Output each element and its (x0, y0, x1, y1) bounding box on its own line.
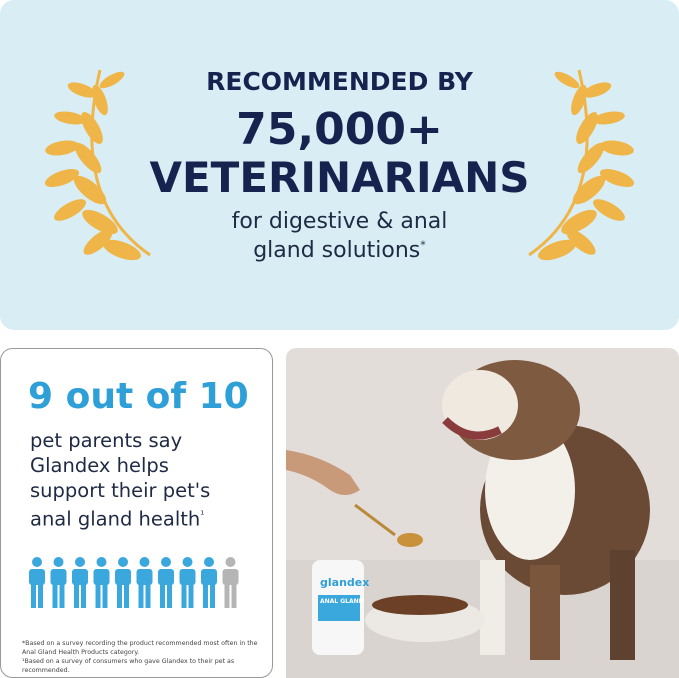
banner-line5-row: gland solutions* (0, 238, 679, 263)
stat-line-row: anal gland health¹ (30, 503, 210, 532)
banner-line2: 75,000+ (236, 104, 443, 155)
stat-line: support their pet's (30, 479, 211, 502)
banner-mark: * (420, 238, 426, 252)
product-brand: glandex (320, 576, 370, 589)
banner-line5: gland solutions (253, 238, 421, 263)
stat-line: anal gland health (30, 507, 201, 531)
stat-text: pet parents say Glandex helps support th… (30, 428, 210, 532)
people-icons (29, 557, 239, 608)
banner-line1: RECOMMENDED BY (206, 67, 473, 96)
banner-line4: for digestive & anal (231, 209, 448, 234)
banner-line3: VETERINARIANS (149, 153, 530, 202)
photo (286, 348, 679, 678)
banner-bg (0, 0, 679, 330)
stat-line: Glandex helps (30, 454, 169, 477)
stat-mark: ¹ (200, 510, 205, 521)
stat-headline: 9 out of 10 (28, 376, 249, 417)
footnote: ¹Based on a survey of consumers who gave… (22, 658, 235, 674)
footnote: *Based on a survey recording the product… (22, 640, 258, 656)
product-label: ANAL GLAND (320, 598, 364, 605)
stat-line: pet parents say (30, 429, 183, 452)
laurel-left (44, 69, 151, 261)
